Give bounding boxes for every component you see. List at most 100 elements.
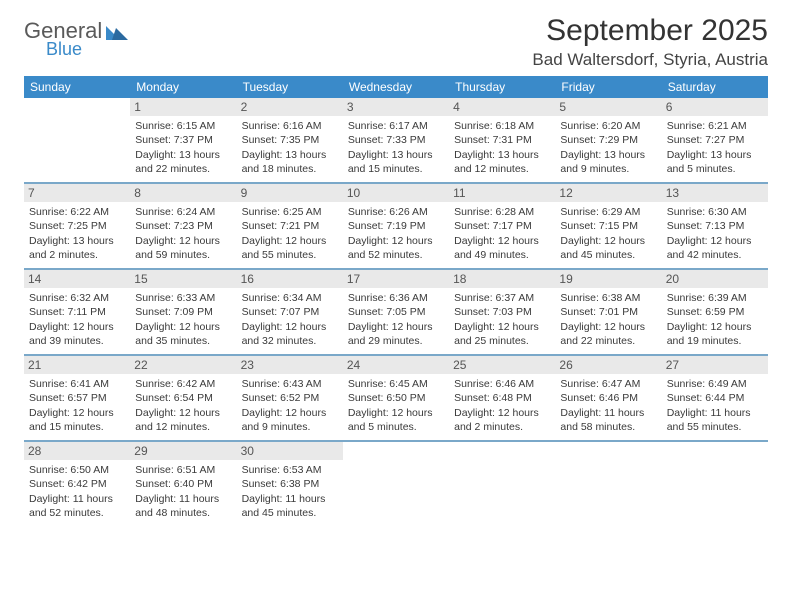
daylight-text: and 32 minutes.: [242, 334, 338, 348]
daylight-text: Daylight: 12 hours: [667, 320, 763, 334]
sunset-text: Sunset: 6:59 PM: [667, 305, 763, 319]
weekday-header: Monday: [130, 76, 236, 98]
daylight-text: and 45 minutes.: [242, 506, 338, 520]
sunset-text: Sunset: 7:31 PM: [454, 133, 550, 147]
sunset-text: Sunset: 6:42 PM: [29, 477, 125, 491]
sunrise-text: Sunrise: 6:15 AM: [135, 119, 231, 133]
daylight-text: Daylight: 11 hours: [29, 492, 125, 506]
day-cell: 30Sunrise: 6:53 AMSunset: 6:38 PMDayligh…: [237, 442, 343, 526]
sunset-text: Sunset: 7:15 PM: [560, 219, 656, 233]
daylight-text: Daylight: 12 hours: [560, 320, 656, 334]
sunset-text: Sunset: 6:38 PM: [242, 477, 338, 491]
weekday-header: Wednesday: [343, 76, 449, 98]
sunset-text: Sunset: 7:21 PM: [242, 219, 338, 233]
day-number: 6: [662, 98, 768, 116]
day-cell: 15Sunrise: 6:33 AMSunset: 7:09 PMDayligh…: [130, 270, 236, 354]
day-number: 15: [130, 270, 236, 288]
brand-triangle-icon: [106, 22, 128, 47]
daylight-text: and 48 minutes.: [135, 506, 231, 520]
day-number: 8: [130, 184, 236, 202]
sunset-text: Sunset: 7:03 PM: [454, 305, 550, 319]
day-cell: 7Sunrise: 6:22 AMSunset: 7:25 PMDaylight…: [24, 184, 130, 268]
sunrise-text: Sunrise: 6:16 AM: [242, 119, 338, 133]
daylight-text: Daylight: 13 hours: [135, 148, 231, 162]
weekday-header: Sunday: [24, 76, 130, 98]
daylight-text: Daylight: 12 hours: [29, 406, 125, 420]
day-number: 28: [24, 442, 130, 460]
sunrise-text: Sunrise: 6:46 AM: [454, 377, 550, 391]
day-cell-blank: [662, 442, 768, 526]
day-cell-blank: [24, 98, 130, 182]
daylight-text: and 18 minutes.: [242, 162, 338, 176]
daylight-text: and 55 minutes.: [242, 248, 338, 262]
brand-logo: General Blue: [24, 14, 128, 58]
weeks-container: 1Sunrise: 6:15 AMSunset: 7:37 PMDaylight…: [24, 98, 768, 526]
sunset-text: Sunset: 7:13 PM: [667, 219, 763, 233]
sunrise-text: Sunrise: 6:17 AM: [348, 119, 444, 133]
daylight-text: Daylight: 12 hours: [667, 234, 763, 248]
sunset-text: Sunset: 7:37 PM: [135, 133, 231, 147]
daylight-text: Daylight: 13 hours: [242, 148, 338, 162]
sunset-text: Sunset: 7:29 PM: [560, 133, 656, 147]
sunrise-text: Sunrise: 6:37 AM: [454, 291, 550, 305]
sunset-text: Sunset: 6:40 PM: [135, 477, 231, 491]
daylight-text: Daylight: 12 hours: [242, 406, 338, 420]
week-row: 7Sunrise: 6:22 AMSunset: 7:25 PMDaylight…: [24, 182, 768, 268]
sunrise-text: Sunrise: 6:50 AM: [29, 463, 125, 477]
daylight-text: Daylight: 12 hours: [135, 406, 231, 420]
week-row: 28 Sunrise: 6:50 AMSunset: 6:42 PMDayligh…: [24, 440, 768, 526]
sunrise-text: Sunrise: 6:47 AM: [560, 377, 656, 391]
daylight-text: Daylight: 12 hours: [454, 234, 550, 248]
day-cell: 28 Sunrise: 6:50 AMSunset: 6:42 PMDayligh…: [24, 442, 130, 526]
daylight-text: Daylight: 12 hours: [348, 234, 444, 248]
day-number: 7: [24, 184, 130, 202]
daylight-text: and 39 minutes.: [29, 334, 125, 348]
day-cell: 19Sunrise: 6:38 AMSunset: 7:01 PMDayligh…: [555, 270, 661, 354]
day-cell: 1Sunrise: 6:15 AMSunset: 7:37 PMDaylight…: [130, 98, 236, 182]
sunrise-text: Sunrise: 6:43 AM: [242, 377, 338, 391]
day-cell: 18Sunrise: 6:37 AMSunset: 7:03 PMDayligh…: [449, 270, 555, 354]
sunrise-text: Sunrise: 6:45 AM: [348, 377, 444, 391]
weekday-header-row: Sunday Monday Tuesday Wednesday Thursday…: [24, 76, 768, 98]
day-cell: 5Sunrise: 6:20 AMSunset: 7:29 PMDaylight…: [555, 98, 661, 182]
day-cell: 17Sunrise: 6:36 AMSunset: 7:05 PMDayligh…: [343, 270, 449, 354]
day-number: 30: [237, 442, 343, 460]
day-number: 9: [237, 184, 343, 202]
daylight-text: Daylight: 13 hours: [667, 148, 763, 162]
daylight-text: and 52 minutes.: [348, 248, 444, 262]
sunset-text: Sunset: 6:57 PM: [29, 391, 125, 405]
day-cell-blank: [343, 442, 449, 526]
daylight-text: and 12 minutes.: [454, 162, 550, 176]
sunset-text: Sunset: 6:54 PM: [135, 391, 231, 405]
day-number: 3: [343, 98, 449, 116]
day-number: 21: [24, 356, 130, 374]
sunset-text: Sunset: 6:52 PM: [242, 391, 338, 405]
sunrise-text: Sunrise: 6:42 AM: [135, 377, 231, 391]
day-number: 29: [130, 442, 236, 460]
title-block: September 2025 Bad Waltersdorf, Styria, …: [532, 14, 768, 70]
sunrise-text: Sunrise: 6:51 AM: [135, 463, 231, 477]
sunset-text: Sunset: 6:44 PM: [667, 391, 763, 405]
day-cell: 4Sunrise: 6:18 AMSunset: 7:31 PMDaylight…: [449, 98, 555, 182]
sunrise-text: Sunrise: 6:53 AM: [242, 463, 338, 477]
daylight-text: Daylight: 13 hours: [348, 148, 444, 162]
sunset-text: Sunset: 6:50 PM: [348, 391, 444, 405]
daylight-text: and 5 minutes.: [348, 420, 444, 434]
day-number: 16: [237, 270, 343, 288]
day-cell: 8Sunrise: 6:24 AMSunset: 7:23 PMDaylight…: [130, 184, 236, 268]
daylight-text: and 58 minutes.: [560, 420, 656, 434]
daylight-text: and 29 minutes.: [348, 334, 444, 348]
daylight-text: Daylight: 12 hours: [454, 406, 550, 420]
daylight-text: Daylight: 12 hours: [348, 406, 444, 420]
sunset-text: Sunset: 7:01 PM: [560, 305, 656, 319]
daylight-text: and 49 minutes.: [454, 248, 550, 262]
sunrise-text: Sunrise: 6:41 AM: [29, 377, 125, 391]
daylight-text: and 9 minutes.: [560, 162, 656, 176]
sunrise-text: Sunrise: 6:34 AM: [242, 291, 338, 305]
day-cell: 24Sunrise: 6:45 AMSunset: 6:50 PMDayligh…: [343, 356, 449, 440]
daylight-text: Daylight: 12 hours: [242, 234, 338, 248]
weekday-header: Saturday: [662, 76, 768, 98]
day-cell: 13Sunrise: 6:30 AMSunset: 7:13 PMDayligh…: [662, 184, 768, 268]
day-cell: 25Sunrise: 6:46 AMSunset: 6:48 PMDayligh…: [449, 356, 555, 440]
daylight-text: and 52 minutes.: [29, 506, 125, 520]
